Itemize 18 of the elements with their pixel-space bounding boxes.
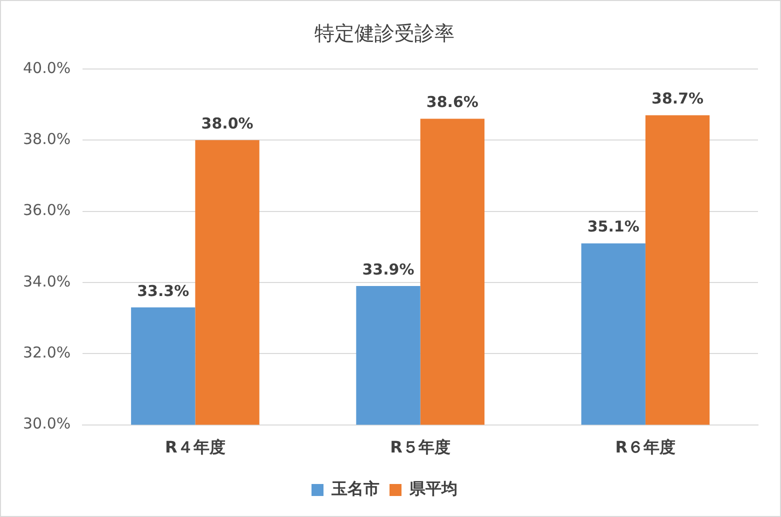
data-label: 38.6% — [426, 93, 478, 112]
x-tick-label: R５年度 — [390, 438, 450, 457]
legend-label: 県平均 — [408, 479, 458, 498]
data-label: 35.1% — [587, 218, 640, 236]
y-tick-label: 36.0% — [22, 201, 71, 220]
y-tick-label: 30.0% — [22, 414, 71, 433]
data-label: 38.0% — [201, 114, 254, 133]
y-tick-label: 40.0% — [22, 58, 71, 77]
data-label: 33.3% — [137, 282, 190, 300]
y-tick-label: 34.0% — [22, 272, 71, 290]
chart-title: 特定健診受診率 — [314, 21, 454, 46]
data-label: 33.9% — [362, 260, 414, 278]
legend-label: 玉名市 — [330, 479, 380, 498]
y-tick-label: 32.0% — [22, 344, 71, 362]
y-tick-label: 38.0% — [22, 130, 71, 148]
x-tick-label: R４年度 — [165, 438, 226, 457]
data-label: 38.7% — [651, 90, 704, 108]
x-tick-label: R６年度 — [615, 438, 676, 457]
